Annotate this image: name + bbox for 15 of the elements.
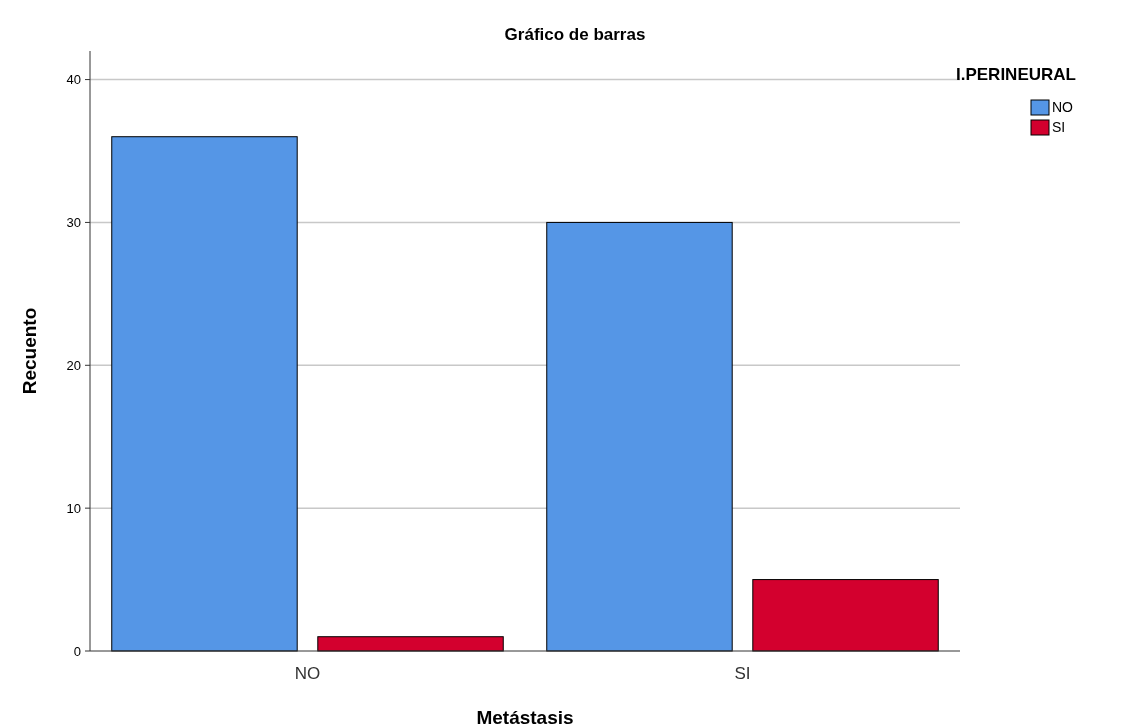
y-tick-label: 30 — [66, 214, 81, 230]
legend-label: NO — [1052, 99, 1074, 115]
y-tick-label: 40 — [66, 72, 81, 88]
legend-title: I.PERINEURAL — [956, 65, 1076, 84]
y-tick-label: 20 — [66, 357, 81, 373]
y-tick-label: 0 — [73, 643, 81, 659]
bar — [111, 136, 298, 652]
y-tick-label: 10 — [66, 500, 81, 516]
y-axis-title: Recuento — [19, 307, 40, 395]
legend-label: SI — [1052, 119, 1066, 135]
bar — [317, 636, 504, 652]
chart-title: Gráfico de barras — [504, 25, 646, 44]
bar — [546, 221, 733, 652]
bar — [752, 579, 939, 652]
x-axis-title: Metástasis — [476, 707, 574, 728]
